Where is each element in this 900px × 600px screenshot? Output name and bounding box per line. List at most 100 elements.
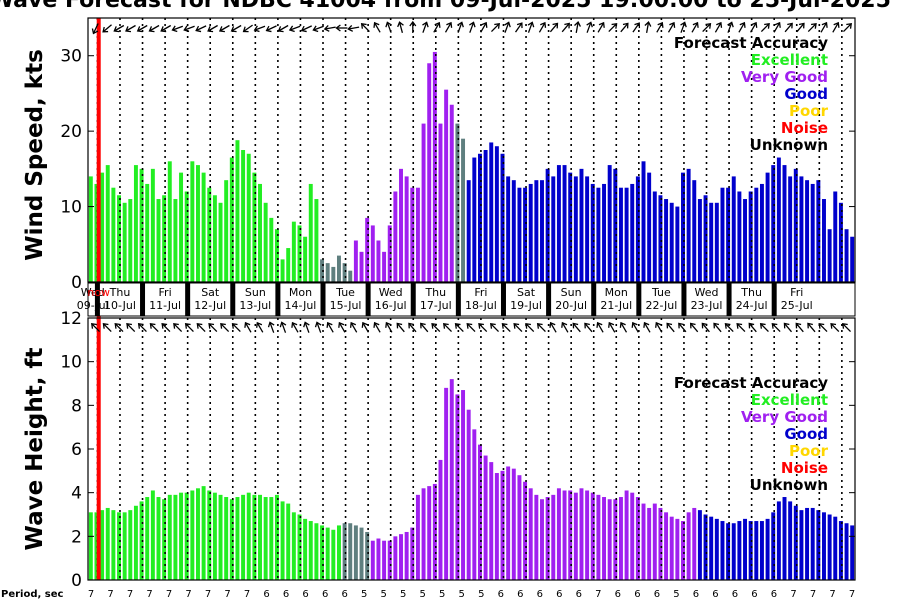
wave-bar <box>483 455 488 580</box>
direction-arrow <box>442 322 452 332</box>
wind-bar <box>207 187 212 282</box>
arrow-shaft <box>361 24 370 32</box>
arrow-head <box>102 322 109 329</box>
arrow-shaft <box>538 23 545 33</box>
day-separator <box>726 283 732 316</box>
wave-bar <box>421 488 426 580</box>
date-label: 12-Jul <box>194 299 226 312</box>
wave-bar <box>111 510 116 580</box>
arrow-head <box>126 322 132 329</box>
wind-bar <box>461 138 466 282</box>
arrow-head <box>373 21 380 28</box>
day-of-week-label: Fri <box>790 286 803 299</box>
arrow-shaft <box>808 323 816 333</box>
arrow-head <box>622 22 629 29</box>
direction-arrow <box>457 21 464 33</box>
arrow-shaft <box>749 323 757 333</box>
arrow-shaft <box>750 23 757 33</box>
arrow-head <box>338 321 345 328</box>
wave-bar <box>258 494 262 580</box>
date-label: 14-Jul <box>285 299 317 312</box>
direction-arrow <box>561 22 570 33</box>
wind-bar <box>269 217 274 282</box>
direction-arrow <box>161 322 171 332</box>
wave-bar <box>393 536 398 580</box>
arrow-head <box>314 321 322 328</box>
arrow-shaft <box>550 323 557 333</box>
wave-bar <box>765 518 770 580</box>
direction-arrow <box>291 321 299 333</box>
arrow-head <box>265 25 272 33</box>
wind-bar <box>528 183 533 282</box>
period-value: 6 <box>615 589 621 600</box>
arrow-shaft <box>374 323 381 333</box>
wave-bar <box>602 497 607 580</box>
arrow-head <box>288 25 295 33</box>
wave-bar <box>201 486 206 580</box>
wind-bar <box>494 146 499 282</box>
arrow-shaft <box>281 323 287 333</box>
period-value: 6 <box>654 589 660 600</box>
arrow-head <box>256 321 263 328</box>
arrow-head <box>434 21 441 28</box>
wind-bar <box>297 225 302 282</box>
arrow-head <box>396 322 403 329</box>
day-of-week-label: Fri <box>474 286 487 299</box>
arrow-shaft <box>714 323 722 333</box>
wind-bar <box>229 157 234 282</box>
arrow-head <box>466 322 473 329</box>
arrow-head <box>689 322 696 329</box>
arrow-head <box>291 321 298 328</box>
day-separator <box>230 283 236 316</box>
wind-bar <box>258 183 262 282</box>
arrow-head <box>360 22 367 29</box>
wave-bar <box>139 501 144 580</box>
wind-bar <box>692 180 697 282</box>
arrow-shaft <box>656 23 663 33</box>
wave-bar <box>308 521 313 580</box>
wave-bar <box>647 507 652 580</box>
period-value: 6 <box>342 589 348 600</box>
wind-bar <box>117 195 121 282</box>
arrow-head <box>631 321 638 328</box>
arrow-shaft <box>444 324 452 332</box>
direction-arrow <box>231 322 241 332</box>
arrow-shaft <box>807 24 816 32</box>
wind-bar <box>805 180 810 282</box>
wind-bar <box>201 172 206 282</box>
arrow-shaft <box>197 324 206 332</box>
wave-bar <box>274 494 279 580</box>
arrow-shaft <box>316 323 322 333</box>
wave-bar <box>714 518 719 580</box>
direction-arrow <box>373 321 381 333</box>
arrow-head <box>771 322 778 329</box>
plot-frame <box>87 17 856 283</box>
wave-bar <box>303 518 308 580</box>
arrow-shaft <box>832 23 839 33</box>
arrow-shaft <box>138 324 147 332</box>
now-line <box>96 318 101 580</box>
wave-bar <box>325 527 330 580</box>
wind-bar <box>331 266 336 282</box>
arrow-shaft <box>632 23 640 33</box>
date-label: 13-Jul <box>239 299 271 312</box>
arrow-head <box>504 21 511 28</box>
wave-bar <box>652 503 657 580</box>
day-separator <box>681 283 687 316</box>
wave-bar <box>455 394 460 580</box>
legend-item: Unknown <box>750 476 828 494</box>
wind-bar <box>274 229 279 282</box>
wind-bar <box>664 199 669 282</box>
wind-bar <box>466 180 471 282</box>
direction-arrow <box>680 21 687 33</box>
wave-bar <box>314 523 319 580</box>
arrow-head <box>431 322 438 329</box>
wind-bar <box>150 168 155 282</box>
wind-bar <box>635 176 640 282</box>
y-tick-label: 8 <box>71 396 82 416</box>
wave-bar <box>838 521 843 580</box>
arrow-shaft <box>514 324 523 332</box>
wave-bar <box>404 531 409 580</box>
wave-bar <box>128 510 133 580</box>
